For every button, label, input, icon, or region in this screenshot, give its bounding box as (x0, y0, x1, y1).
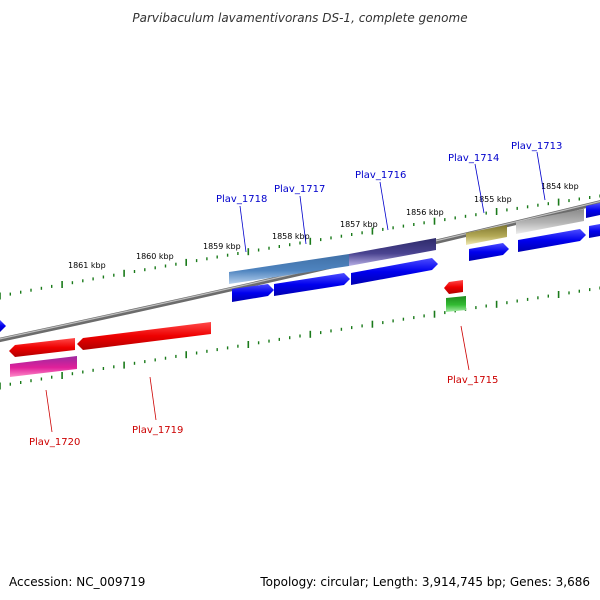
cds-forward-edge[interactable] (589, 224, 600, 238)
gene-label-plav-1716[interactable]: Plav_1716 (355, 170, 406, 181)
feature-gray (516, 209, 584, 234)
scale-label-1857: 1857 kbp (340, 220, 378, 229)
leader-plav-1717 (299, 195, 307, 245)
cds-forward-plav-1713[interactable] (518, 229, 586, 252)
scale-label-1860: 1860 kbp (136, 252, 174, 261)
feature-indigo (349, 238, 436, 266)
feature-green (446, 296, 466, 312)
leader-plav-1713 (536, 151, 546, 201)
leader-plav-1719 (149, 376, 157, 421)
topology-summary: Topology: circular; Length: 3,914,745 bp… (260, 575, 590, 589)
leader-plav-1718 (239, 205, 247, 253)
gene-label-plav-1719[interactable]: Plav_1719 (132, 425, 183, 436)
scale-label-1858: 1858 kbp (272, 232, 310, 241)
scale-ticks-top (0, 194, 600, 300)
feature-pink (10, 356, 77, 377)
gene-label-plav-1715[interactable]: Plav_1715 (447, 375, 498, 386)
scale-label-1859: 1859 kbp (203, 242, 241, 251)
feature-olive (466, 225, 507, 245)
gene-label-plav-1714[interactable]: Plav_1714 (448, 153, 499, 164)
leader-plav-1714 (474, 163, 485, 214)
scale-label-1861: 1861 kbp (68, 261, 106, 270)
cds-forward-plav-1718[interactable] (232, 284, 274, 302)
gene-label-plav-1713[interactable]: Plav_1713 (511, 141, 562, 152)
feature-steel-blue (229, 254, 349, 284)
cds-forward-plav-1716[interactable] (351, 258, 438, 285)
scale-label-1854: 1854 kbp (541, 182, 579, 191)
gene-label-plav-1720[interactable]: Plav_1720 (29, 437, 80, 448)
map-title: Parvibaculum lavamentivorans DS-1, compl… (132, 11, 467, 25)
accession-text: Accession: NC_009719 (9, 575, 146, 589)
leader-plav-1720 (45, 389, 53, 433)
scale-label-1856: 1856 kbp (406, 208, 444, 217)
cds-reverse-plav-1715[interactable] (444, 280, 463, 294)
cds-reverse-plav-1720[interactable] (9, 338, 75, 357)
gene-label-plav-1718[interactable]: Plav_1718 (216, 194, 267, 205)
leader-plav-1716 (379, 181, 389, 231)
gene-label-plav-1717[interactable]: Plav_1717 (274, 184, 325, 195)
scale-label-1855: 1855 kbp (474, 195, 512, 204)
feature-blue-edge (586, 203, 600, 218)
cds-forward-plav-1717[interactable] (274, 273, 350, 296)
cds-forward-left-edge[interactable] (0, 320, 6, 332)
cds-reverse-plav-1719[interactable] (77, 322, 211, 350)
leader-plav-1715 (460, 325, 470, 371)
cds-forward-plav-1714[interactable] (469, 243, 509, 261)
